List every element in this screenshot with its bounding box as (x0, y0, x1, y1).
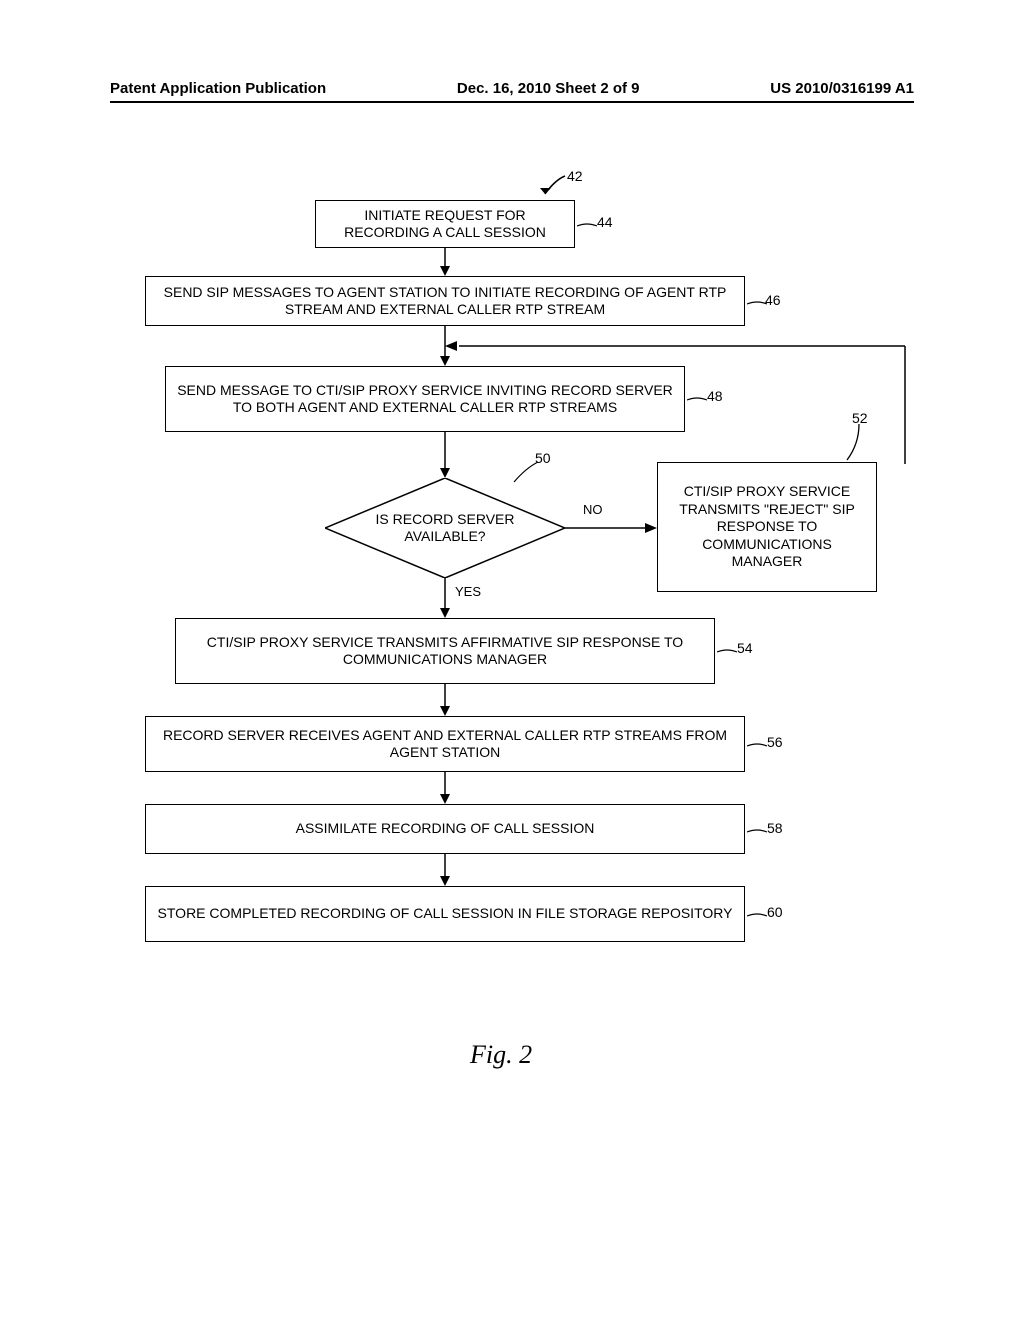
ref-54: 54 (737, 640, 753, 656)
edge-label-yes: YES (455, 584, 481, 599)
box-affirmative-response-text: CTI/SIP PROXY SERVICE TRANSMITS AFFIRMAT… (186, 634, 704, 669)
box-initiate-request: INITIATE REQUEST FOR RECORDING A CALL SE… (315, 200, 575, 248)
header-left: Patent Application Publication (110, 80, 326, 97)
edge-label-no: NO (583, 502, 603, 517)
decision-record-server-available: IS RECORD SERVER AVAILABLE? (325, 478, 565, 578)
leader-46 (747, 298, 767, 310)
leader-48 (687, 394, 707, 406)
leader-44 (577, 220, 597, 232)
arrow-56-58 (437, 772, 453, 804)
box-assimilate-text: ASSIMILATE RECORDING OF CALL SESSION (296, 820, 595, 838)
box-send-invite: SEND MESSAGE TO CTI/SIP PROXY SERVICE IN… (165, 366, 685, 432)
leader-56 (747, 740, 767, 752)
box-send-sip-agent-text: SEND SIP MESSAGES TO AGENT STATION TO IN… (156, 284, 734, 319)
header-center: Dec. 16, 2010 Sheet 2 of 9 (457, 80, 640, 97)
ref-48: 48 (707, 388, 723, 404)
arrow-50-yes-54 (437, 578, 453, 618)
page-header: Patent Application Publication Dec. 16, … (110, 80, 914, 103)
leader-54 (717, 646, 737, 658)
box-receive-streams-text: RECORD SERVER RECEIVES AGENT AND EXTERNA… (156, 727, 734, 762)
leader-58 (747, 826, 767, 838)
ref-46: 46 (765, 292, 781, 308)
box-assimilate: ASSIMILATE RECORDING OF CALL SESSION (145, 804, 745, 854)
arrow-58-60 (437, 854, 453, 886)
ref-56: 56 (767, 734, 783, 750)
leader-60 (747, 910, 767, 922)
box-affirmative-response: CTI/SIP PROXY SERVICE TRANSMITS AFFIRMAT… (175, 618, 715, 684)
header-right: US 2010/0316199 A1 (770, 80, 914, 97)
box-send-invite-text: SEND MESSAGE TO CTI/SIP PROXY SERVICE IN… (176, 382, 674, 417)
box-store-recording-text: STORE COMPLETED RECORDING OF CALL SESSIO… (158, 905, 733, 923)
ref-60: 60 (767, 904, 783, 920)
arrow-50-no-52 (565, 520, 657, 536)
figure-caption: Fig. 2 (470, 1040, 532, 1070)
ref-58: 58 (767, 820, 783, 836)
box-reject-response-text: CTI/SIP PROXY SERVICE TRANSMITS "REJECT"… (668, 483, 866, 571)
arrow-44-46 (437, 248, 453, 276)
leader-52 (843, 424, 867, 464)
box-receive-streams: RECORD SERVER RECEIVES AGENT AND EXTERNA… (145, 716, 745, 772)
leader-42 (535, 170, 570, 202)
loopback-vertical (897, 346, 913, 464)
loopback-arrowhead (445, 338, 905, 354)
decision-text: IS RECORD SERVER AVAILABLE? (325, 478, 565, 578)
box-send-sip-agent: SEND SIP MESSAGES TO AGENT STATION TO IN… (145, 276, 745, 326)
ref-44: 44 (597, 214, 613, 230)
box-initiate-request-text: INITIATE REQUEST FOR RECORDING A CALL SE… (326, 207, 564, 242)
arrow-48-50 (437, 432, 453, 478)
box-reject-response: CTI/SIP PROXY SERVICE TRANSMITS "REJECT"… (657, 462, 877, 592)
flowchart: 42 INITIATE REQUEST FOR RECORDING A CALL… (115, 170, 905, 1070)
arrow-54-56 (437, 684, 453, 716)
box-store-recording: STORE COMPLETED RECORDING OF CALL SESSIO… (145, 886, 745, 942)
